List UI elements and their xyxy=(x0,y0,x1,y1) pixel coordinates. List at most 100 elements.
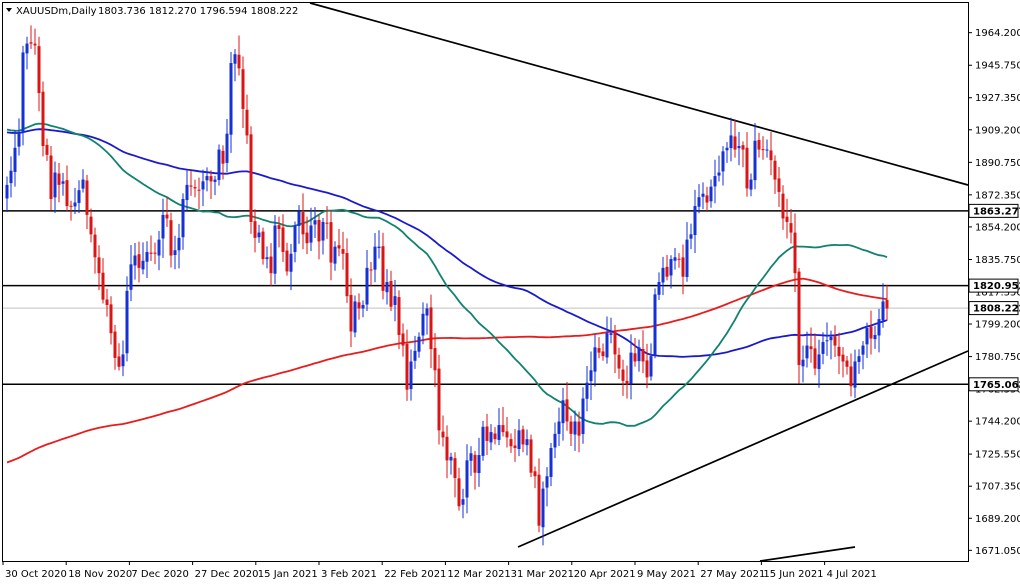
candle-body[interactable] xyxy=(405,343,409,390)
candle-body[interactable] xyxy=(785,216,789,222)
candle-body[interactable] xyxy=(653,294,657,355)
candle-body[interactable] xyxy=(745,147,749,189)
candle-body[interactable] xyxy=(337,245,341,249)
candle-body[interactable] xyxy=(325,222,329,224)
candle-body[interactable] xyxy=(877,319,881,336)
candle-body[interactable] xyxy=(529,439,533,473)
candle-body[interactable] xyxy=(149,252,153,254)
candle-body[interactable] xyxy=(453,458,457,479)
candle-body[interactable] xyxy=(777,178,781,192)
candle-body[interactable] xyxy=(441,431,445,438)
candle-body[interactable] xyxy=(117,356,121,367)
candle-body[interactable] xyxy=(673,257,677,261)
candle-body[interactable] xyxy=(173,250,177,255)
candle-body[interactable] xyxy=(533,471,537,477)
candle-body[interactable] xyxy=(841,354,845,362)
candle-body[interactable] xyxy=(665,266,669,277)
candle-body[interactable] xyxy=(865,327,869,345)
candle-body[interactable] xyxy=(689,234,693,239)
candle-body[interactable] xyxy=(677,258,681,260)
moving-average-teal[interactable] xyxy=(6,122,888,427)
candle-body[interactable] xyxy=(505,431,509,438)
candle-body[interactable] xyxy=(125,290,129,354)
candle-body[interactable] xyxy=(805,345,809,359)
candle-body[interactable] xyxy=(245,109,249,136)
candle-body[interactable] xyxy=(301,212,305,235)
candle-body[interactable] xyxy=(521,429,525,445)
candle-body[interactable] xyxy=(45,144,49,155)
candle-body[interactable] xyxy=(121,354,125,367)
candle-body[interactable] xyxy=(309,225,313,243)
candle-body[interactable] xyxy=(409,361,413,390)
candle-body[interactable] xyxy=(345,253,349,297)
candle-body[interactable] xyxy=(641,348,645,362)
candle-body[interactable] xyxy=(553,433,557,448)
candle-body[interactable] xyxy=(373,246,377,270)
candle-body[interactable] xyxy=(849,366,853,387)
candle-body[interactable] xyxy=(53,172,57,198)
candle-body[interactable] xyxy=(177,237,181,251)
candle-body[interactable] xyxy=(289,253,293,272)
candle-body[interactable] xyxy=(601,351,605,357)
candle-body[interactable] xyxy=(633,353,637,362)
candle-body[interactable] xyxy=(349,294,353,332)
candle-body[interactable] xyxy=(457,478,461,507)
candle-body[interactable] xyxy=(881,301,885,321)
candle-body[interactable] xyxy=(837,346,841,357)
candle-body[interactable] xyxy=(5,184,9,199)
candle-body[interactable] xyxy=(365,267,369,305)
candle-body[interactable] xyxy=(297,211,301,226)
candle-body[interactable] xyxy=(757,139,761,150)
candle-body[interactable] xyxy=(661,267,665,283)
candle-body[interactable] xyxy=(293,225,297,253)
candle-body[interactable] xyxy=(545,476,549,488)
candle-body[interactable] xyxy=(861,345,865,355)
candle-body[interactable] xyxy=(605,333,609,358)
candle-body[interactable] xyxy=(105,299,109,305)
candle-body[interactable] xyxy=(33,43,37,46)
candle-body[interactable] xyxy=(485,426,489,441)
candle-body[interactable] xyxy=(833,336,837,346)
candle-body[interactable] xyxy=(181,199,185,238)
candle-body[interactable] xyxy=(417,336,421,352)
candle-body[interactable] xyxy=(513,445,517,448)
candle-body[interactable] xyxy=(449,456,453,461)
candle-body[interactable] xyxy=(65,180,69,207)
candle-body[interactable] xyxy=(213,179,217,182)
moving-average-red[interactable] xyxy=(6,277,888,464)
candle-body[interactable] xyxy=(853,361,857,388)
candle-body[interactable] xyxy=(17,133,21,147)
candle-body[interactable] xyxy=(581,398,585,434)
candle-body[interactable] xyxy=(817,354,821,370)
candle-body[interactable] xyxy=(589,370,593,382)
candle-body[interactable] xyxy=(221,150,225,164)
candle-body[interactable] xyxy=(681,257,685,277)
moving-average-blue[interactable] xyxy=(6,128,888,358)
candle-body[interactable] xyxy=(81,179,85,189)
candle-body[interactable] xyxy=(429,307,433,350)
candle-body[interactable] xyxy=(201,181,205,190)
trend-line[interactable] xyxy=(517,350,969,548)
candle-body[interactable] xyxy=(609,333,613,335)
candle-body[interactable] xyxy=(573,421,577,435)
candle-body[interactable] xyxy=(13,147,17,172)
candle-body[interactable] xyxy=(721,151,725,172)
candle-body[interactable] xyxy=(49,155,53,200)
candle-body[interactable] xyxy=(73,202,77,207)
candle-body[interactable] xyxy=(829,336,833,341)
candle-body[interactable] xyxy=(469,453,473,461)
candle-body[interactable] xyxy=(189,185,193,187)
candle-body[interactable] xyxy=(357,302,361,309)
candle-body[interactable] xyxy=(617,354,621,369)
candle-body[interactable] xyxy=(517,430,521,449)
candle-body[interactable] xyxy=(425,308,429,316)
candle-body[interactable] xyxy=(57,173,61,185)
candle-body[interactable] xyxy=(669,259,673,276)
candle-body[interactable] xyxy=(341,249,345,254)
candle-body[interactable] xyxy=(261,231,265,260)
trend-line[interactable] xyxy=(759,546,856,562)
candle-body[interactable] xyxy=(61,181,65,184)
candle-body[interactable] xyxy=(593,347,597,372)
candle-body[interactable] xyxy=(465,460,469,498)
